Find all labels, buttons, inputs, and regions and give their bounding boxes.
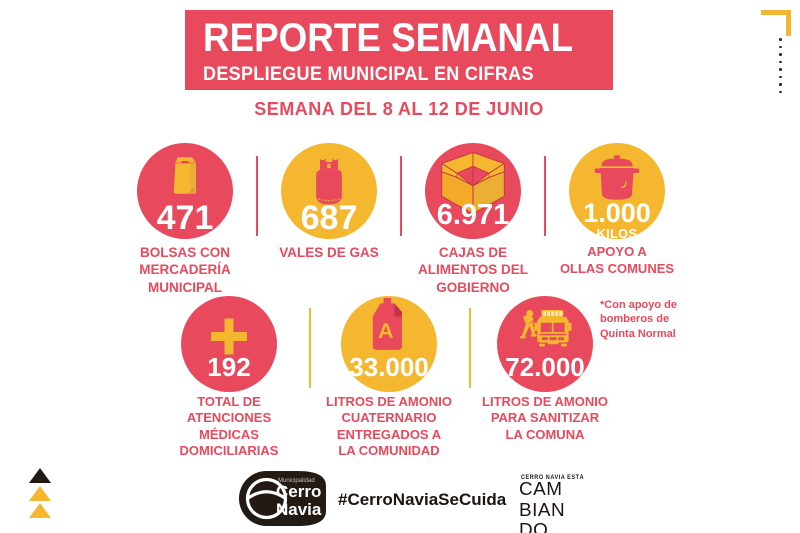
- svg-text:A: A: [378, 318, 394, 343]
